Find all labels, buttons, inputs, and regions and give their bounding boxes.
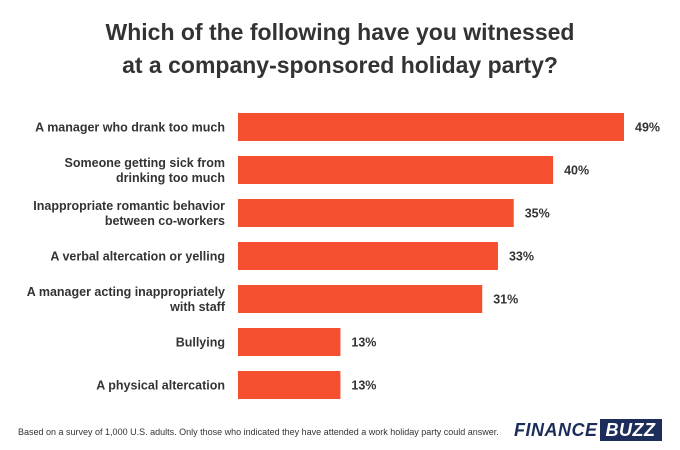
- bar-value-label: 33%: [509, 250, 534, 264]
- bar: [238, 371, 341, 399]
- category-label: A verbal altercation or yelling: [50, 250, 225, 264]
- bar: [238, 199, 514, 227]
- category-label: between co-workers: [105, 214, 225, 228]
- category-label: with staff: [169, 300, 226, 314]
- bar-value-label: 13%: [351, 336, 376, 350]
- bar-value-label: 35%: [525, 207, 550, 221]
- chart-title-line-1: Which of the following have you witnesse…: [105, 19, 575, 45]
- brand-logo-finance: FINANCE: [514, 420, 598, 440]
- bar-chart: 49% A manager who drank too much 40% Someon…: [27, 113, 660, 399]
- bar: [238, 328, 341, 356]
- category-label: Bullying: [176, 336, 225, 350]
- category-label: A manager who drank too much: [35, 121, 225, 135]
- bar-value-label: 40%: [564, 164, 589, 178]
- chart-title: Which of the following have you witnesse…: [0, 16, 680, 82]
- bar: [238, 156, 554, 184]
- bar: [238, 113, 624, 141]
- bar-value-label: 13%: [351, 379, 376, 393]
- brand-logo: FINANCE BUZZ: [514, 419, 662, 441]
- brand-logo-buzz: BUZZ: [599, 419, 662, 441]
- category-label: drinking too much: [116, 171, 225, 185]
- bar-value-label: 31%: [493, 293, 518, 307]
- chart-title-line-2: at a company-sponsored holiday party?: [122, 52, 558, 78]
- bar: [238, 285, 483, 313]
- category-label: Someone getting sick from: [65, 156, 225, 170]
- bar: [238, 242, 498, 270]
- category-label: Inappropriate romantic behavior: [33, 199, 225, 213]
- bar-value-label: 49%: [635, 121, 660, 135]
- category-label: A manager acting inappropriately: [27, 285, 225, 299]
- footnote: Based on a survey of 1,000 U.S. adults. …: [18, 427, 499, 437]
- category-label: A physical altercation: [96, 379, 225, 393]
